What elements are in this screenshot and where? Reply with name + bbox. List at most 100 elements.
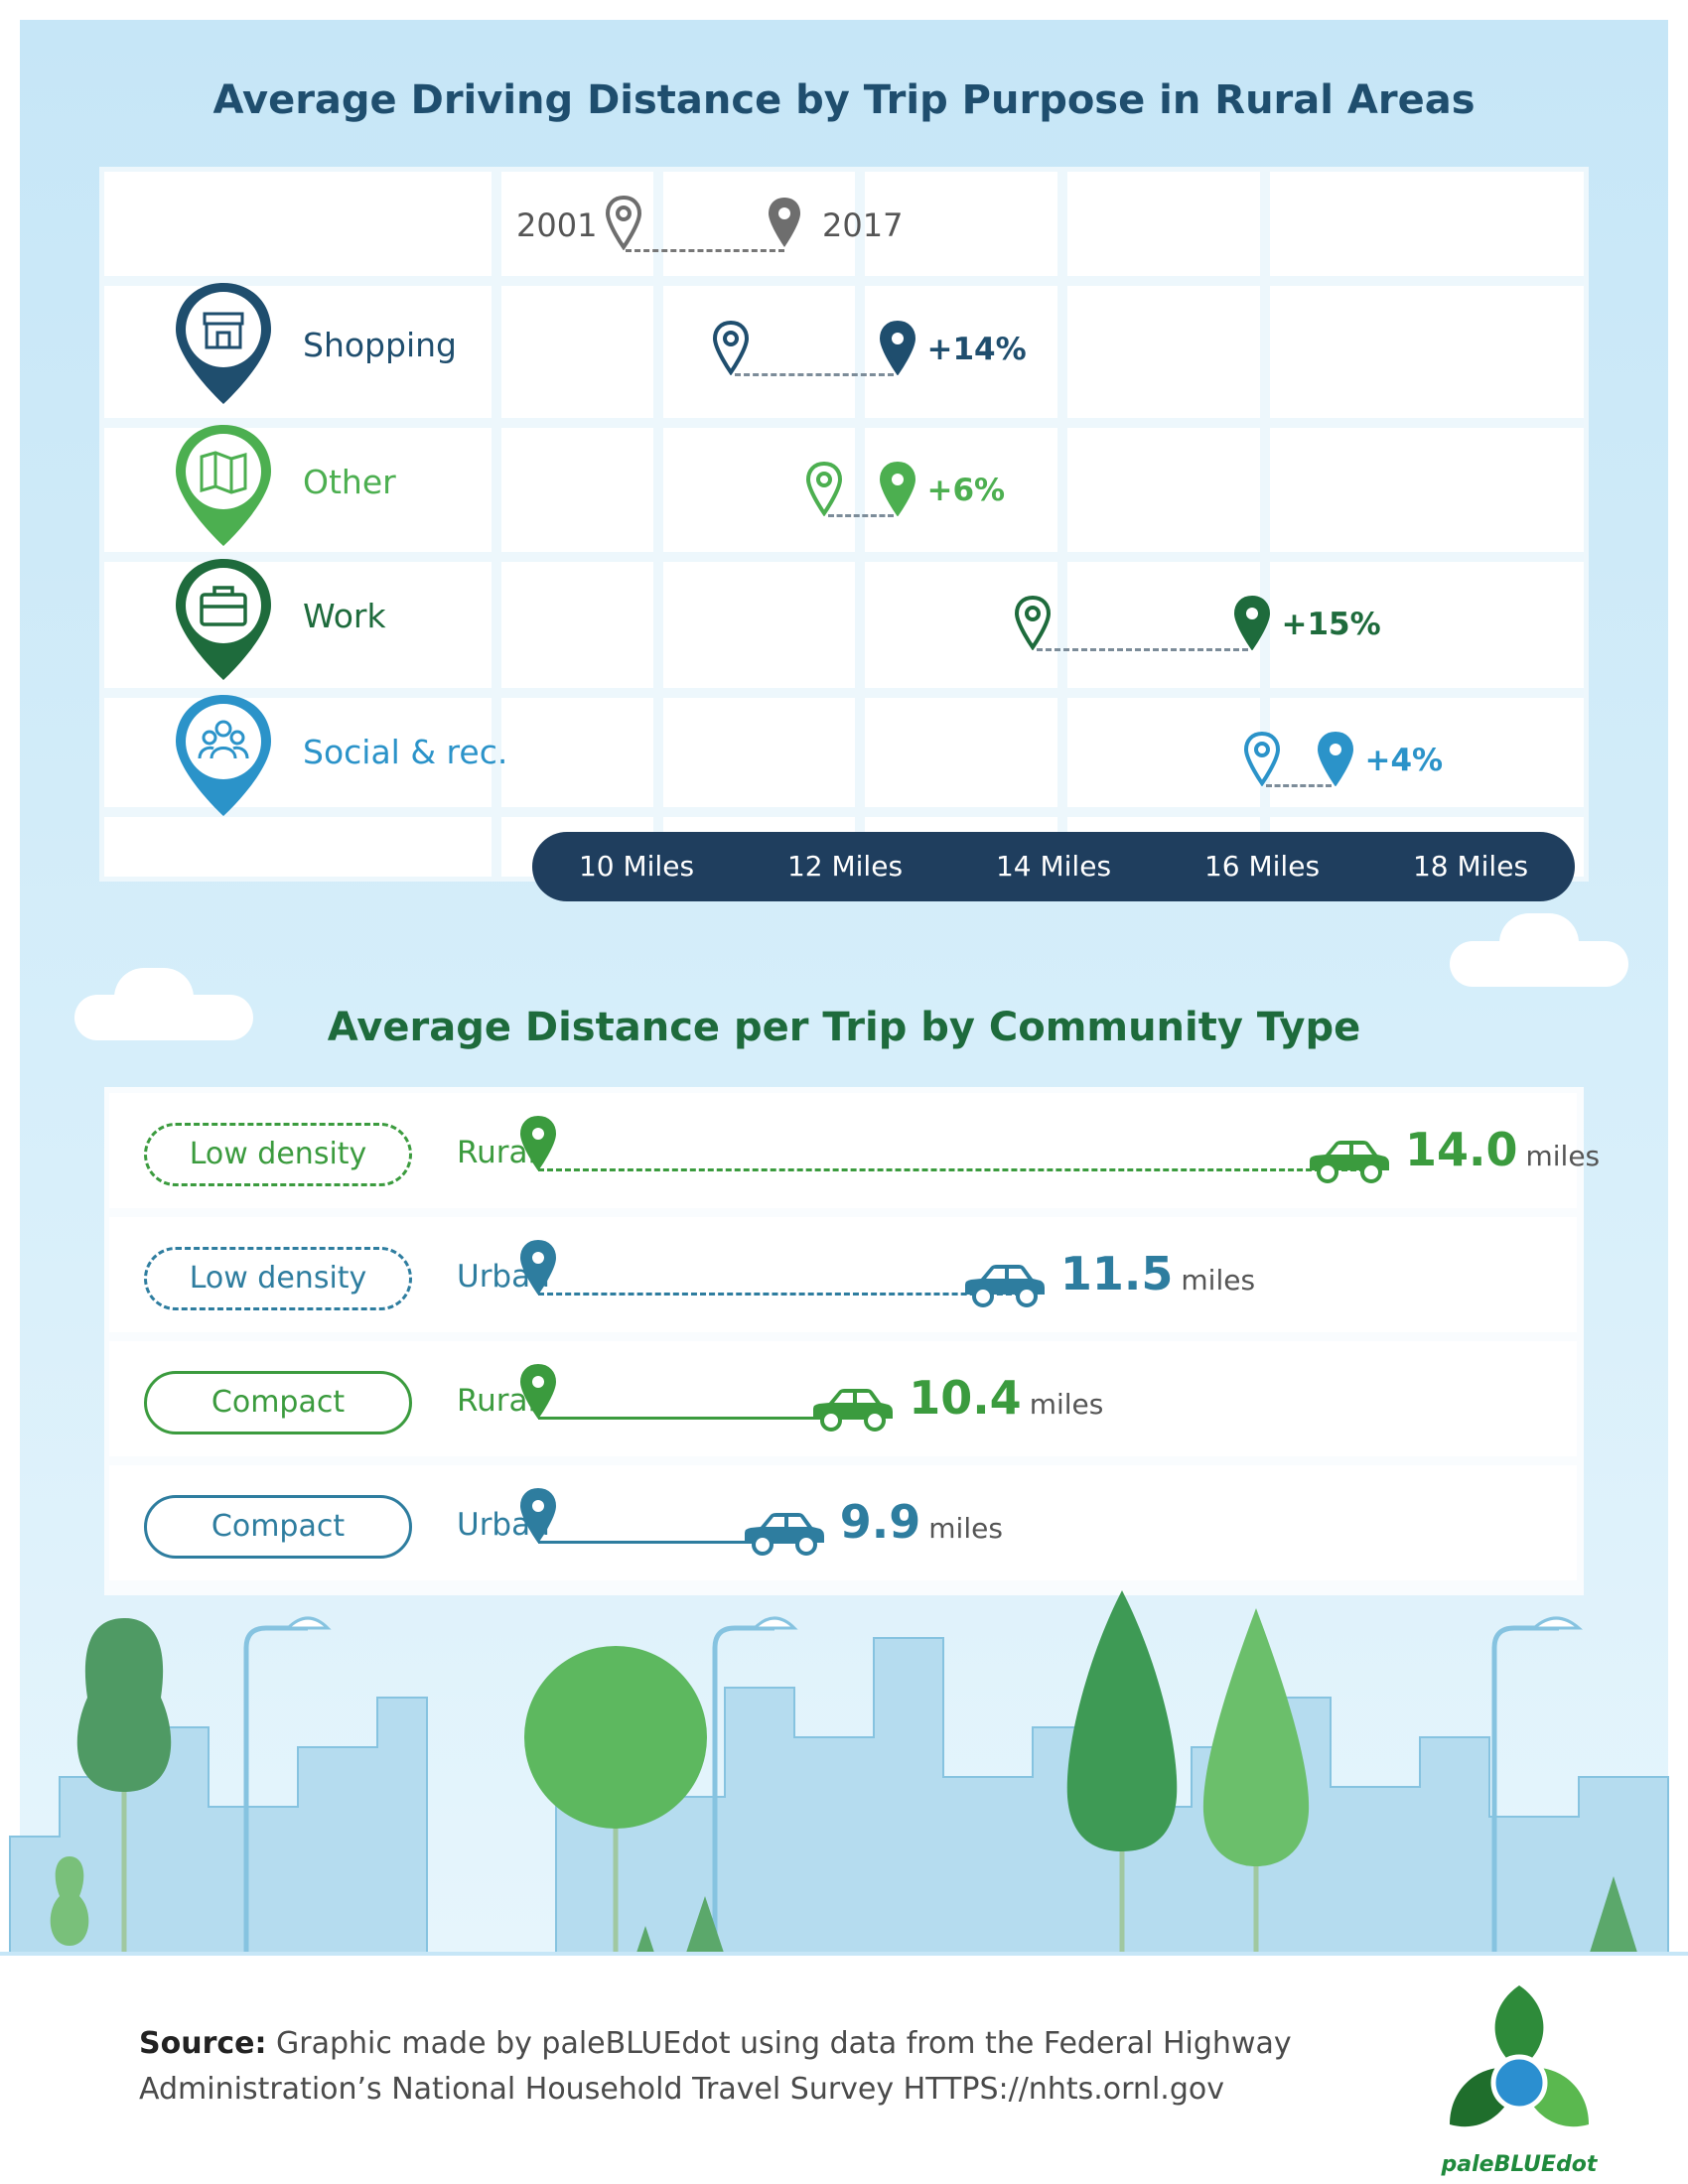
change-percent-label: +14% xyxy=(926,332,1027,367)
x-tick-label: 10 Miles xyxy=(578,850,695,883)
category-label-work: Work xyxy=(303,597,386,635)
distance-unit: miles xyxy=(1181,1264,1256,1297)
tree-icon xyxy=(524,1646,707,1956)
change-percent-label: +6% xyxy=(926,473,1006,508)
x-tick-label: 18 Miles xyxy=(1412,850,1529,883)
legend-connector xyxy=(626,249,784,252)
distance-unit: miles xyxy=(1525,1140,1601,1172)
chart-title: Average Driving Distance by Trip Purpose… xyxy=(212,77,1476,123)
category-cell xyxy=(104,698,492,807)
distance-value: 14.0 xyxy=(1405,1123,1518,1176)
x-tick-label: 16 Miles xyxy=(1203,850,1321,883)
change-connector xyxy=(1266,784,1332,787)
density-pill: Low density xyxy=(144,1247,412,1310)
tree-icon xyxy=(50,1856,89,1946)
start-pin-icon xyxy=(519,1363,557,1419)
distance-bar xyxy=(538,1417,870,1420)
distance-value-label: 10.4 miles xyxy=(909,1371,1103,1425)
distance-bar xyxy=(538,1541,800,1544)
map-icon xyxy=(176,425,271,546)
logo-text: paleBLUEdot xyxy=(1441,2152,1598,2177)
density-pill: Low density xyxy=(144,1123,412,1186)
source-text: Graphic made by paleBLUEdot using data f… xyxy=(139,2026,1292,2107)
point-2017 xyxy=(1317,731,1353,786)
community-row: Low density Rural 14.0 miles xyxy=(109,1093,1600,1208)
x-axis-bar xyxy=(532,832,1575,901)
grid-cell xyxy=(663,698,855,807)
grid-cell xyxy=(865,698,1057,807)
street-lamp-icon xyxy=(243,1625,308,1956)
distance-bar xyxy=(538,1168,1365,1171)
distance-value: 10.4 xyxy=(909,1371,1022,1425)
grid-cell xyxy=(663,562,855,688)
distance-unit: miles xyxy=(928,1512,1003,1545)
source-note: Source: Graphic made by paleBLUEdot usin… xyxy=(139,2021,1331,2113)
community-type-chart: Low density Rural 14.0 miles Low density Urba… xyxy=(104,1087,1600,1595)
point-2001 xyxy=(712,320,749,375)
grid-cell xyxy=(663,172,855,276)
street-lamp-icon xyxy=(1491,1625,1559,1956)
grid-cell xyxy=(1067,562,1260,688)
legend-2017-label: 2017 xyxy=(822,206,904,244)
density-pill: Compact xyxy=(144,1371,412,1434)
car-icon xyxy=(744,1513,824,1556)
grid-cell xyxy=(663,286,855,418)
trip-purpose-chart: 2001 2017 Shopping Other Work S xyxy=(99,167,1589,901)
tree-icon xyxy=(1066,1590,1178,1956)
point-2001 xyxy=(805,461,843,516)
grid-cell xyxy=(1270,286,1584,418)
palebluedot-logo xyxy=(1450,1985,1589,2127)
category-label-social-rec: Social & rec. xyxy=(303,733,508,771)
category-cell xyxy=(104,286,492,418)
community-row: Compact Rural 10.4 miles xyxy=(109,1341,1577,1456)
tree-icon xyxy=(1202,1608,1310,1956)
street-lamp-icon xyxy=(712,1625,774,1956)
cloud xyxy=(1499,913,1579,973)
source-label: Source: xyxy=(139,2026,267,2061)
grid-cell xyxy=(104,172,492,276)
grid-cell xyxy=(1067,428,1260,552)
start-pin-icon xyxy=(519,1239,557,1295)
people-icon xyxy=(176,695,271,816)
point-2001 xyxy=(1014,595,1052,650)
car-icon xyxy=(964,1265,1045,1307)
car-icon xyxy=(1310,1141,1389,1183)
distance-value-label: 14.0 miles xyxy=(1405,1123,1600,1176)
grid-cell xyxy=(501,428,653,552)
grid-cell xyxy=(501,286,653,418)
x-tick-label: 12 Miles xyxy=(786,850,904,883)
distance-bar xyxy=(538,1293,1021,1296)
grid-cell xyxy=(501,562,653,688)
tree-icon xyxy=(76,1618,172,1956)
start-pin-icon xyxy=(519,1115,557,1170)
grid-cell xyxy=(1270,428,1584,552)
shopping-store-icon xyxy=(176,283,271,404)
point-2017 xyxy=(879,461,915,516)
change-percent-label: +4% xyxy=(1364,743,1444,778)
change-connector xyxy=(828,514,894,517)
grid-cell xyxy=(104,817,492,877)
category-cell xyxy=(104,428,492,552)
cloud xyxy=(114,968,194,1027)
car-icon xyxy=(813,1389,894,1432)
grid-cell xyxy=(865,172,1057,276)
distance-value-label: 11.5 miles xyxy=(1060,1247,1255,1300)
distance-value: 11.5 xyxy=(1059,1247,1174,1300)
grid-cell xyxy=(1270,562,1584,688)
community-row: Low density Urban 11.5 miles xyxy=(109,1217,1577,1332)
distance-unit: miles xyxy=(1029,1388,1104,1421)
change-connector xyxy=(734,373,894,376)
category-label-shopping: Shopping xyxy=(303,326,457,364)
grid-cell xyxy=(1067,286,1260,418)
x-tick-label: 14 Miles xyxy=(995,850,1112,883)
density-pill: Compact xyxy=(144,1495,412,1559)
change-connector xyxy=(1037,648,1248,651)
point-2017 xyxy=(1233,595,1270,650)
change-percent-label: +15% xyxy=(1281,607,1381,642)
legend-2001-label: 2001 xyxy=(516,206,598,244)
category-label-other: Other xyxy=(303,463,396,501)
start-pin-icon xyxy=(519,1487,557,1543)
chart-title: Average Distance per Trip by Community T… xyxy=(327,1005,1361,1050)
map-pin-outline-icon xyxy=(605,195,642,250)
distance-value: 9.9 xyxy=(839,1495,921,1549)
